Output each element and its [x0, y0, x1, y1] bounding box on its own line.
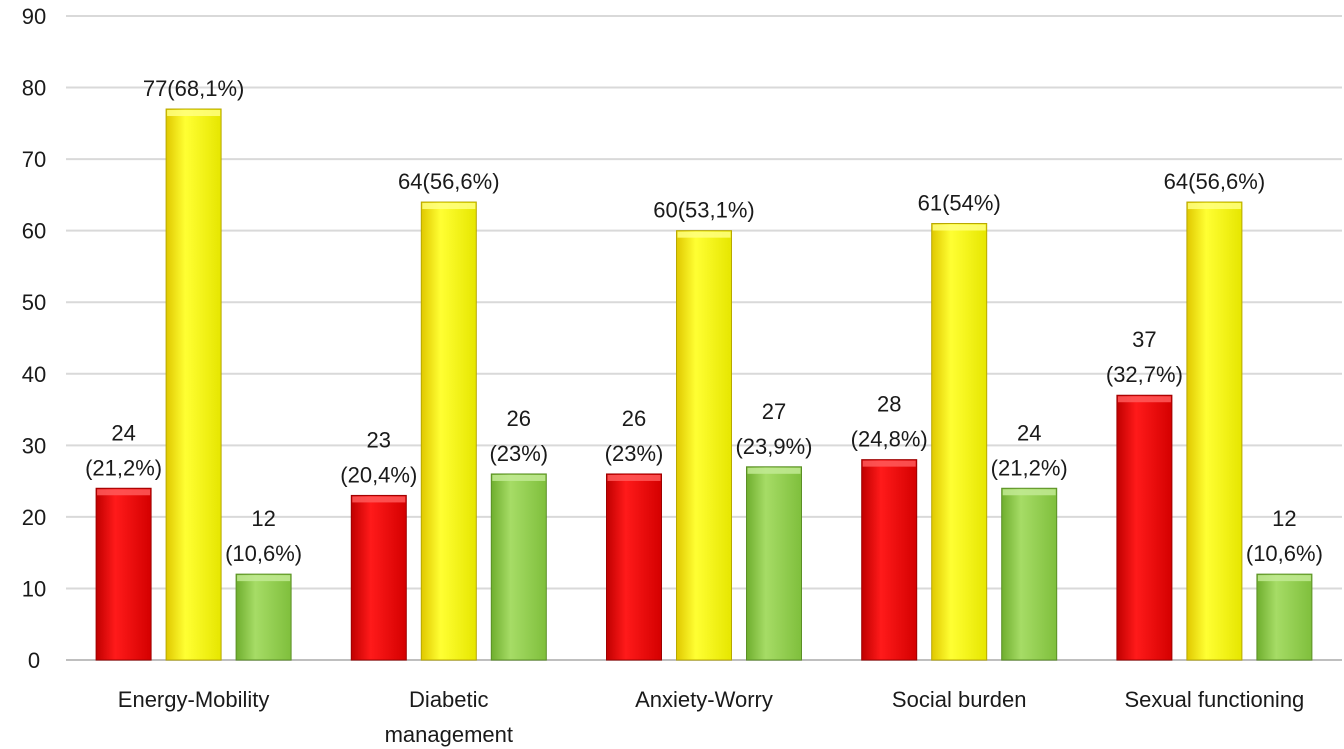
- data-label: (20,4%): [340, 462, 417, 487]
- data-labels: 24 (21,2%) 77(68,1%) 12 (10,6%) 23 (20,4%) 64(5…: [85, 76, 1323, 566]
- data-label: 12: [251, 506, 275, 531]
- x-category-label: Anxiety-Worry: [635, 687, 773, 712]
- data-label: 24: [1017, 420, 1041, 445]
- data-label: (24,8%): [851, 427, 928, 452]
- data-label: (21,2%): [85, 455, 162, 480]
- data-label: (23%): [489, 441, 548, 466]
- bar: [931, 223, 988, 661]
- bar: [350, 494, 407, 661]
- x-axis-categories: Energy-Mobility Diabetic management Anxiety…: [118, 687, 1305, 747]
- x-category-label: Energy-Mobility: [118, 687, 270, 712]
- data-label: (10,6%): [225, 541, 302, 566]
- y-tick-label: 0: [28, 648, 40, 673]
- y-tick-label: 10: [22, 576, 46, 601]
- data-label: (10,6%): [1246, 541, 1323, 566]
- data-label: 26: [622, 406, 646, 431]
- bar: [165, 108, 222, 661]
- bar: [490, 473, 547, 661]
- bar: [1256, 573, 1313, 661]
- data-label: 60(53,1%): [653, 198, 755, 223]
- y-tick-label: 90: [22, 4, 46, 29]
- y-tick-label: 60: [22, 219, 46, 244]
- y-tick-label: 70: [22, 147, 46, 172]
- bar-top-bevel: [1257, 575, 1311, 582]
- bar-top-bevel: [862, 460, 916, 467]
- x-category-label: Sexual functioning: [1125, 687, 1305, 712]
- bar: [606, 473, 662, 661]
- bar: [1116, 394, 1173, 661]
- x-category-label: Diabetic: [409, 687, 488, 712]
- bar: [235, 573, 292, 661]
- bar: [1186, 201, 1243, 661]
- data-label: (23%): [605, 441, 664, 466]
- x-category-label: management: [385, 722, 513, 747]
- y-tick-label: 40: [22, 362, 46, 387]
- data-label: 77(68,1%): [143, 76, 245, 101]
- bar: [1001, 487, 1058, 661]
- bar-top-bevel: [607, 474, 661, 481]
- x-category-label: Social burden: [892, 687, 1027, 712]
- data-label: 12: [1272, 506, 1296, 531]
- bar-top-bevel: [352, 496, 406, 503]
- bars: [95, 108, 1313, 661]
- bar: [746, 466, 802, 661]
- bar-top-bevel: [422, 203, 476, 210]
- bar: [420, 201, 477, 661]
- bar-top-bevel: [237, 575, 291, 582]
- bar-top-bevel: [492, 474, 546, 481]
- data-label: 24: [111, 420, 135, 445]
- data-label: 27: [762, 399, 786, 424]
- data-label: 23: [367, 427, 391, 452]
- data-label: (21,2%): [991, 455, 1068, 480]
- data-label: 28: [877, 392, 901, 417]
- y-tick-label: 80: [22, 76, 46, 101]
- bar-top-bevel: [1187, 203, 1241, 210]
- y-tick-label: 20: [22, 505, 46, 530]
- bar-top-bevel: [747, 467, 801, 474]
- y-tick-label: 50: [22, 290, 46, 315]
- bar: [676, 230, 732, 661]
- bar-top-bevel: [1117, 396, 1171, 403]
- data-label: 26: [507, 406, 531, 431]
- data-label: 37: [1132, 327, 1156, 352]
- bar-top-bevel: [97, 489, 151, 496]
- y-tick-label: 30: [22, 433, 46, 458]
- bar-top-bevel: [677, 231, 731, 238]
- bar: [861, 459, 918, 661]
- data-label: 61(54%): [918, 191, 1001, 216]
- bar-top-bevel: [932, 224, 986, 231]
- bar-top-bevel: [167, 110, 221, 117]
- data-label: (32,7%): [1106, 362, 1183, 387]
- bar-top-bevel: [1002, 489, 1056, 496]
- y-axis-ticks: 0 10 20 30 40 50 60 70 80 90: [22, 4, 46, 673]
- bar: [95, 487, 152, 661]
- data-label: 64(56,6%): [1164, 169, 1266, 194]
- data-label: (23,9%): [735, 434, 812, 459]
- data-label: 64(56,6%): [398, 169, 500, 194]
